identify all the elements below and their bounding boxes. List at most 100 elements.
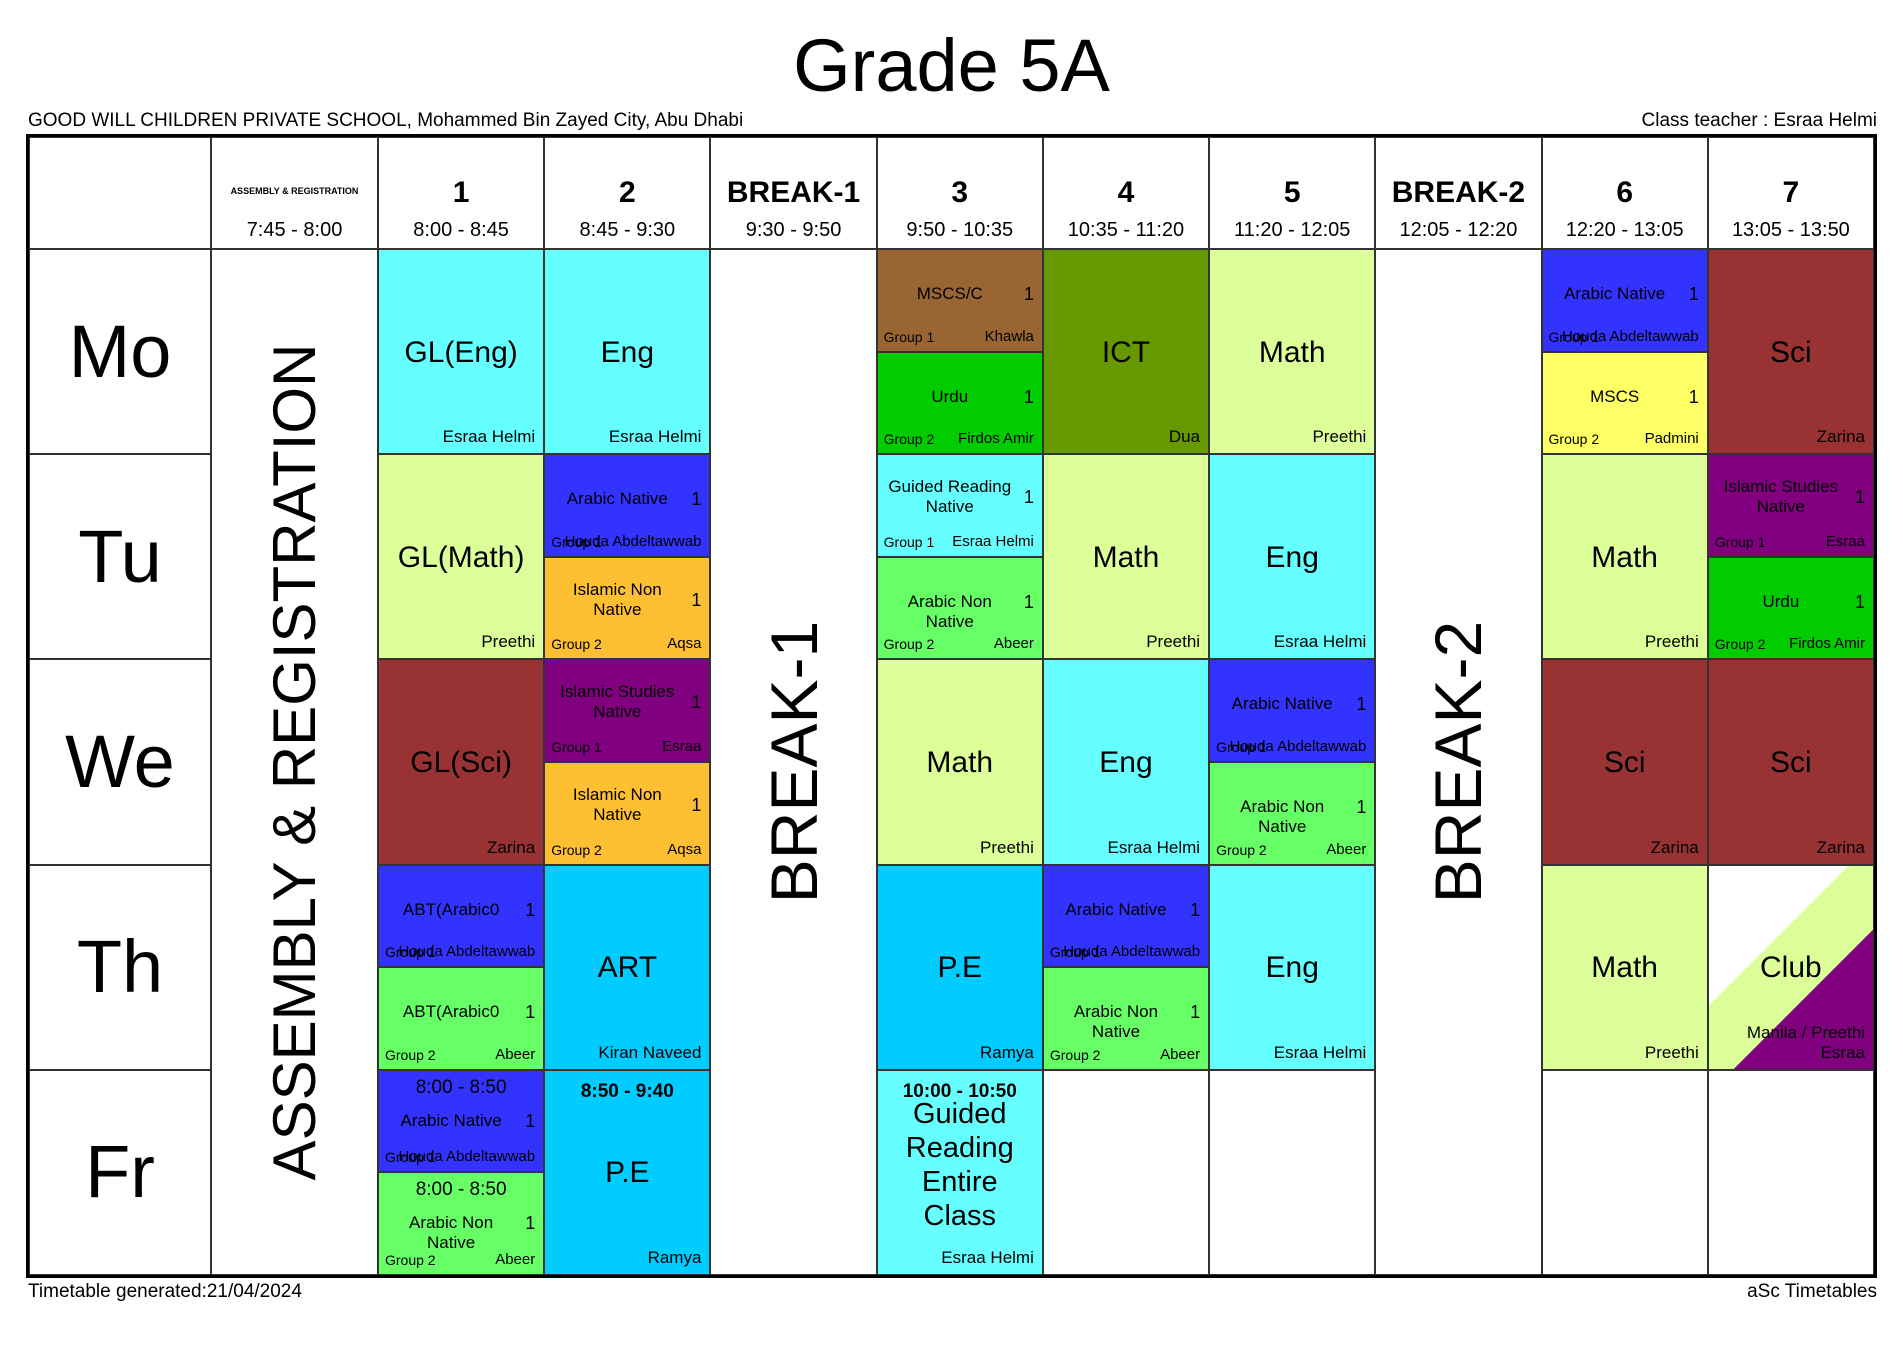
day-we: We — [29, 659, 211, 865]
lesson-teacher: Esraa Helmi — [1107, 837, 1201, 857]
empty-slot-fr-p6[interactable] — [1541, 1069, 1708, 1275]
lesson-tu-p6[interactable]: Math Preethi — [1541, 454, 1708, 660]
lesson-tu-p2a[interactable]: Arabic Native 1 Group 1 Houda Abdeltawwab — [544, 454, 711, 557]
break-2-column-label: BREAK-2 — [1421, 620, 1496, 904]
lesson-subject: Islamic Studies Native — [560, 682, 675, 722]
header-col-2: 2 8:45 - 9:30 — [544, 137, 711, 249]
empty-slot-fr-p5[interactable] — [1209, 1069, 1376, 1275]
period-label: BREAK-1 — [726, 176, 861, 209]
lesson-fr-p1a[interactable]: 8:00 - 8:50 Arabic Native 1 Group 1 Houda Ab… — [378, 1069, 545, 1173]
lesson-teacher: Preethi — [1644, 1042, 1699, 1062]
lesson-teacher-2: Esraa — [1820, 1042, 1865, 1062]
day-label: Th — [76, 925, 164, 1009]
lesson-mo-p4[interactable]: ICT Dua — [1042, 249, 1210, 455]
lesson-subject: Sci — [1770, 335, 1812, 369]
lesson-subject: Sci — [1770, 745, 1812, 779]
lesson-th-p4b[interactable]: Arabic Non Native 1 Group 2 Abeer — [1042, 967, 1210, 1070]
lesson-group: Group 1 — [1548, 328, 1600, 345]
lesson-we-p2a[interactable]: Islamic Studies Native 1 Group 1 Esraa — [544, 659, 711, 762]
lesson-group-count: 1 — [1688, 284, 1699, 304]
period-label: 7 — [1782, 176, 1800, 209]
lesson-th-p2[interactable]: ART Kiran Naveed — [544, 864, 711, 1070]
lesson-group: Group 2 — [1049, 1046, 1101, 1063]
lesson-tu-p1[interactable]: GL(Math) Preethi — [378, 454, 545, 660]
lesson-mo-p5[interactable]: Math Preethi — [1209, 249, 1376, 455]
brand-label: aSc Timetables — [1747, 1281, 1877, 1302]
period-time: 12:05 - 12:20 — [1399, 219, 1518, 241]
break-1-column: BREAK-1 — [710, 249, 877, 1275]
period-label: 5 — [1283, 176, 1301, 209]
lesson-time: 8:50 - 9:40 — [580, 1080, 674, 1102]
page-title: Grade 5A — [793, 24, 1110, 107]
period-time: 8:45 - 9:30 — [579, 219, 676, 241]
lesson-tu-p3b[interactable]: Arabic Non Native 1 Group 2 Abeer — [876, 556, 1043, 660]
lesson-teacher: Preethi — [1146, 632, 1201, 652]
lesson-we-p5b[interactable]: Arabic Non Native 1 Group 2 Abeer — [1209, 762, 1376, 865]
lesson-subject: Arabic Native — [400, 1110, 502, 1130]
lesson-group: Group 2 — [551, 841, 602, 858]
lesson-we-p4[interactable]: Eng Esraa Helmi — [1042, 659, 1210, 865]
lesson-group-count: 1 — [1356, 797, 1367, 817]
header-col-6: 6 12:20 - 13:05 — [1541, 137, 1708, 249]
lesson-mo-p7[interactable]: Sci Zarina — [1707, 249, 1874, 455]
lesson-fr-p2[interactable]: 8:50 - 9:40 P.E Ramya — [544, 1069, 711, 1275]
lesson-th-p3[interactable]: P.E Ramya — [876, 864, 1043, 1070]
lesson-we-p1[interactable]: GL(Sci) Zarina — [378, 659, 545, 865]
lesson-group: Group 2 — [385, 1046, 436, 1063]
lesson-fr-p3[interactable]: 10:00 - 10:50 Guided Reading Entire Class… — [876, 1069, 1043, 1275]
lesson-th-p1a[interactable]: ABT(Arabic0 1 Group 1 Houda Abdeltawwab — [378, 864, 545, 968]
lesson-group: Group 1 — [385, 1149, 436, 1166]
lesson-teacher: Esraa — [1825, 532, 1865, 550]
lesson-tu-p7b[interactable]: Urdu 1 Group 2 Firdos Amir — [1707, 556, 1874, 660]
lesson-mo-p3b[interactable]: Urdu 1 Group 2 Firdos Amir — [876, 351, 1043, 455]
empty-slot-fr-p4[interactable] — [1042, 1069, 1210, 1275]
lesson-th-p4a[interactable]: Arabic Native 1 Group 1 Houda Abdeltawwab — [1042, 864, 1210, 968]
lesson-th-p6[interactable]: Math Preethi — [1541, 864, 1708, 1070]
lesson-mo-p6b[interactable]: MSCS 1 Group 2 Padmini — [1541, 351, 1708, 455]
lesson-we-p7[interactable]: Sci Zarina — [1707, 659, 1874, 865]
lesson-mo-p3a[interactable]: MSCS/C 1 Group 1 Khawla — [876, 249, 1043, 352]
lesson-we-p3[interactable]: Math Preethi — [876, 659, 1043, 865]
lesson-teacher: Aqsa — [667, 840, 702, 858]
period-label: 4 — [1117, 176, 1135, 209]
period-time: 9:30 - 9:50 — [745, 219, 842, 241]
day-label: We — [65, 719, 175, 803]
lesson-mo-p6a[interactable]: Arabic Native 1 Group 1 Houda Abdeltawwab — [1541, 249, 1708, 352]
lesson-subject: Eng — [1099, 745, 1153, 779]
lesson-group-count: 1 — [1356, 694, 1367, 715]
lesson-we-p5a[interactable]: Arabic Native 1 Group 1 Houda Abdeltawwab — [1209, 659, 1376, 762]
lesson-th-p1b[interactable]: ABT(Arabic0 1 Group 2 Abeer — [378, 967, 545, 1070]
lesson-tu-p2b[interactable]: Islamic Non Native 1 Group 2 Aqsa — [544, 556, 711, 660]
lesson-group-count: 1 — [1023, 487, 1034, 508]
lesson-teacher: Esraa Helmi — [608, 427, 702, 447]
lesson-subject: Arabic Non Native — [907, 591, 992, 631]
lesson-subject: ICT — [1101, 335, 1151, 369]
lesson-tu-p4[interactable]: Math Preethi — [1042, 454, 1210, 660]
lesson-we-p6[interactable]: Sci Zarina — [1541, 659, 1708, 865]
header-col-7: 7 13:05 - 13:50 — [1707, 137, 1874, 249]
lesson-th-p5[interactable]: Eng Esraa Helmi — [1209, 864, 1376, 1070]
lesson-mo-p2[interactable]: Eng Esraa Helmi — [544, 249, 711, 455]
lesson-mo-p1[interactable]: GL(Eng) Esraa Helmi — [378, 249, 545, 455]
lesson-subject: Arabic Native — [1065, 899, 1167, 919]
lesson-tu-p7a[interactable]: Islamic Studies Native 1 Group 1 Esraa — [1707, 454, 1874, 557]
lesson-teacher: Zarina — [1816, 837, 1865, 857]
lesson-fr-p1b[interactable]: 8:00 - 8:50 Arabic Non Native 1 Group 2 Abee… — [378, 1172, 545, 1275]
empty-slot-fr-p7[interactable] — [1707, 1069, 1874, 1275]
lesson-teacher: Aqsa — [667, 635, 702, 653]
lesson-tu-p3a[interactable]: Guided Reading Native 1 Group 1 Esraa Helmi — [876, 454, 1043, 557]
lesson-tu-p5[interactable]: Eng Esraa Helmi — [1209, 454, 1376, 660]
timetable-grid: ASSEMBLY & REGISTRATION 7:45 - 8:00 1 8:00 … — [26, 134, 1877, 1278]
period-time: 9:50 - 10:35 — [906, 219, 1014, 241]
lesson-we-p2b[interactable]: Islamic Non Native 1 Group 2 Aqsa — [544, 762, 711, 865]
lesson-time: 8:00 - 8:50 — [415, 1179, 507, 1201]
lesson-group: Group 1 — [883, 533, 935, 550]
lesson-teacher: Esraa Helmi — [1273, 632, 1367, 652]
lesson-subject: Urdu — [931, 386, 969, 406]
lesson-group: Group 1 — [1714, 533, 1766, 550]
lesson-teacher: Dua — [1168, 427, 1201, 447]
lesson-subject: P.E — [605, 1156, 650, 1190]
lesson-group: Group 2 — [551, 636, 602, 653]
lesson-th-p7[interactable]: Club Manila / Preethi Esraa — [1707, 864, 1874, 1070]
break-2-column: BREAK-2 — [1375, 249, 1542, 1275]
